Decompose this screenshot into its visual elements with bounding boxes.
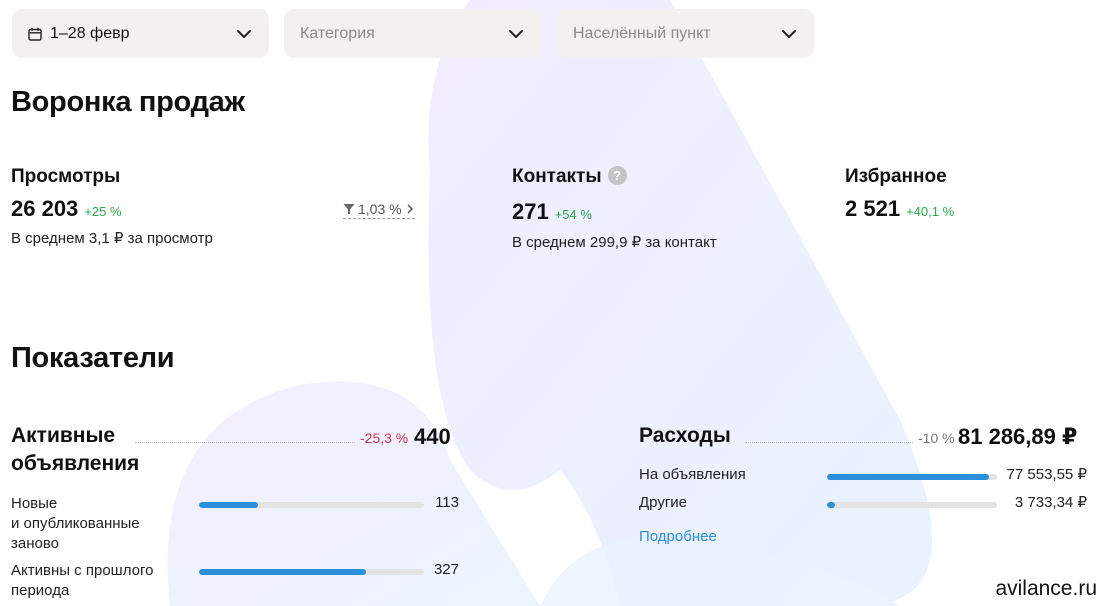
expenses-title: Расходы <box>639 424 731 447</box>
expenses-delta: -10 % <box>918 430 955 446</box>
label-line: Активны с прошлого <box>11 562 154 579</box>
views-conversion-link[interactable]: 1,03 % <box>343 201 415 219</box>
bar-fill <box>199 502 258 508</box>
calendar-icon <box>28 27 42 41</box>
expenses-row-ads-value: 77 553,55 ₽ <box>1006 466 1087 483</box>
expenses-more-link[interactable]: Подробнее <box>639 528 717 545</box>
active-title-line2: объявления <box>11 452 140 475</box>
contacts-delta: +54 % <box>554 207 592 222</box>
active-row-new-bar <box>199 502 424 508</box>
category-select[interactable]: Категория <box>284 9 541 58</box>
label-line: заново <box>11 535 59 552</box>
expenses-row-other-bar <box>827 502 997 508</box>
expenses-row-other-label: Другие <box>639 494 688 511</box>
chevron-right-icon <box>407 204 413 214</box>
indicators-title: Показатели <box>11 342 175 374</box>
bar-fill <box>827 474 990 480</box>
locality-placeholder: Населённый пункт <box>573 24 711 42</box>
label-line: Новые <box>11 495 58 512</box>
leader-dots <box>745 442 913 443</box>
active-value: 440 <box>414 424 451 449</box>
contacts-value-group: 271 +54 % <box>512 199 592 225</box>
contacts-label: Контакты <box>512 166 602 187</box>
active-listings-title: Активные объявления <box>11 422 139 478</box>
views-conversion: 1,03 % <box>358 201 402 217</box>
favorites-label: Избранное <box>845 166 947 187</box>
watermark: avilance.ru <box>995 577 1097 600</box>
leader-dots <box>135 442 355 443</box>
views-sub: В среднем 3,1 ₽ за просмотр <box>11 230 213 247</box>
active-delta: -25,3 % <box>360 430 409 446</box>
expenses-row-other-value: 3 733,34 ₽ <box>1014 494 1087 511</box>
bar-fill <box>827 502 835 508</box>
chevron-down-icon <box>237 29 251 38</box>
views-value-group: 26 203 +25 % <box>11 196 122 222</box>
views-value: 26 203 <box>11 196 79 221</box>
active-row-prev-value: 327 <box>433 561 459 578</box>
active-row-prev-label: Активны с прошлого периода <box>11 561 153 601</box>
chevron-down-icon <box>782 29 796 38</box>
favorites-value-group: 2 521 +40,1 % <box>845 196 954 222</box>
active-row-new-label: Новые и опубликованные заново <box>11 494 140 554</box>
expenses-value: 81 286,89 ₽ <box>958 424 1078 449</box>
funnel-title: Воронка продаж <box>11 86 245 118</box>
favorites-delta: +40,1 % <box>906 204 955 219</box>
contacts-sub: В среднем 299,9 ₽ за контакт <box>512 234 717 251</box>
question-icon[interactable]: ? <box>607 166 627 185</box>
chevron-down-icon <box>509 29 523 38</box>
views-label: Просмотры <box>11 166 121 187</box>
contacts-value: 271 <box>512 199 549 224</box>
locality-select[interactable]: Населённый пункт <box>557 9 814 58</box>
favorites-value: 2 521 <box>845 196 901 221</box>
bar-fill <box>199 569 366 575</box>
active-row-prev-bar <box>199 569 424 575</box>
views-delta: +25 % <box>84 204 122 219</box>
active-title-line1: Активные <box>11 424 116 447</box>
label-line: и опубликованные <box>11 515 140 532</box>
label-line: периода <box>11 582 70 599</box>
funnel-icon <box>343 204 355 214</box>
contacts-label-group: Контакты? <box>512 166 627 188</box>
expenses-row-ads-label: На объявления <box>639 466 746 483</box>
date-filter-label: 1–28 февр <box>50 24 130 42</box>
expenses-row-ads-bar <box>827 474 997 480</box>
active-row-new-value: 113 <box>435 494 459 511</box>
category-placeholder: Категория <box>300 24 375 42</box>
date-filter[interactable]: 1–28 февр <box>12 9 269 58</box>
